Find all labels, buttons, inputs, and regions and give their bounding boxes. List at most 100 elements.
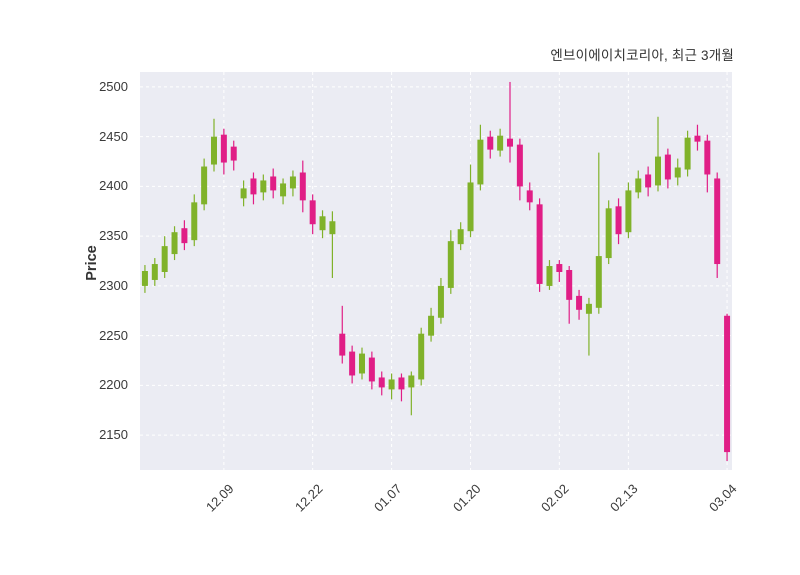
candle [260,174,267,201]
candle [536,198,543,292]
candle-body [280,183,287,197]
candle [230,140,237,171]
y-tick-label: 2150 [99,427,128,443]
candle [556,260,563,282]
candle-body [467,182,474,232]
candle [467,164,474,238]
candle-body [388,379,395,390]
candle-body [714,178,721,265]
candle-body [655,156,661,186]
candle-body [684,137,691,170]
candle-body [437,285,444,318]
y-tick-label: 2500 [99,78,128,94]
candle [487,130,494,159]
candle [714,172,721,278]
candle-body [299,172,306,201]
candle-body [625,190,632,233]
candle-body [161,246,168,272]
y-tick-label: 2300 [99,277,128,293]
candle-body [635,178,642,193]
candle-body [368,357,375,382]
candle [141,265,148,293]
candle [625,182,632,239]
candle-body [595,256,602,308]
candle-body [398,377,405,390]
candle [220,128,227,175]
candle [289,170,296,197]
candle [240,180,247,207]
candle-body [359,353,365,374]
y-tick-label: 2400 [99,178,128,194]
candle [388,373,395,400]
candle-body [536,204,543,284]
candle-body [181,228,188,244]
candle [270,168,277,199]
candle [684,130,691,177]
candle-body [250,178,257,195]
y-tick-label: 2450 [99,128,128,144]
y-tick-label: 2200 [99,377,128,393]
candle [447,230,454,294]
candle-body [319,216,326,231]
candle [309,194,316,235]
candle [704,134,711,193]
plot-background [140,72,732,470]
candle [408,371,415,416]
candle [655,116,661,192]
candle [546,260,553,290]
candle [516,138,523,201]
candle-body [349,351,356,376]
candle [299,160,306,213]
candle [497,128,504,157]
candle-body [447,241,454,288]
candle [359,347,365,380]
y-tick-label: 2350 [99,228,128,244]
candle-body [566,270,573,300]
candle-body [309,200,316,225]
candle-body [704,140,711,175]
y-tick-label: 2250 [99,327,128,343]
candle [595,152,602,314]
candle [645,166,652,197]
candle-body [408,375,415,388]
candle-body [171,232,178,255]
candle-body [329,221,336,235]
candle-body [487,136,494,150]
candle [437,277,444,324]
candle-body [141,271,148,286]
candle [329,211,336,278]
candle [151,258,158,286]
candle [319,210,326,239]
candle-body [615,206,622,235]
candle [507,81,513,163]
candle-body [378,377,385,388]
candle [280,178,287,205]
candle-body [664,154,671,180]
candle-body [151,264,158,280]
candle [368,351,375,390]
candle-body [428,315,435,336]
candle-body [694,135,701,142]
candle [694,124,701,151]
candle [201,158,208,211]
candle [398,373,405,402]
candle-body [270,176,277,191]
candle [349,345,356,384]
candle-body [645,174,652,188]
candle [615,198,622,245]
candle-body [339,333,346,356]
candle-body [674,167,681,178]
candle-body [546,266,553,286]
candle-body [585,303,592,314]
candle [418,327,425,386]
candle-body [576,295,583,310]
candle [339,305,346,364]
candle [477,124,484,191]
candle-body [605,208,612,259]
candle [526,182,533,211]
candle [250,172,257,205]
candle-body [724,315,731,453]
candle [664,148,671,189]
